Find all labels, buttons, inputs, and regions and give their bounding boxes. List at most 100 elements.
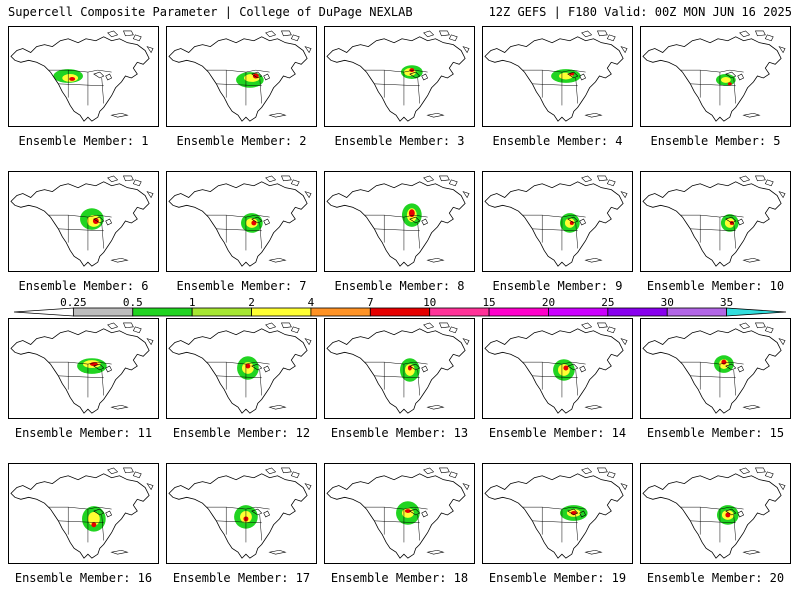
state-borders: [680, 214, 744, 251]
scp-contour: [727, 82, 732, 86]
colorbar-swatch: [369, 307, 431, 317]
map-canvas: [326, 175, 470, 267]
colorbar-swatch: [191, 307, 252, 317]
arctic-islands: [581, 322, 628, 410]
scp-contour: [409, 68, 415, 73]
scp-contour: [245, 363, 251, 369]
great-lakes: [93, 508, 113, 518]
scp-contour: [563, 365, 569, 371]
colorbar-swatch: [13, 307, 74, 317]
coastline: [326, 473, 466, 559]
map-canvas: [168, 30, 312, 122]
coastline: [326, 36, 466, 122]
ensemble-member-label: Ensemble Member: 2: [176, 134, 307, 148]
great-lakes: [725, 363, 745, 373]
arctic-islands: [581, 30, 628, 118]
ensemble-member-label: Ensemble Member: 13: [330, 426, 469, 440]
great-lakes: [725, 216, 745, 226]
ensemble-map-panel: [482, 26, 633, 127]
map-canvas: [642, 322, 786, 414]
state-borders: [206, 506, 270, 543]
coastline: [168, 181, 308, 267]
coastline: [326, 181, 466, 267]
map-canvas: [168, 175, 312, 267]
arctic-islands: [107, 467, 154, 555]
coastline: [326, 328, 466, 414]
arctic-islands: [107, 175, 154, 263]
arctic-islands: [581, 467, 628, 555]
scp-contour: [91, 522, 97, 528]
great-lakes: [409, 216, 429, 226]
arctic-islands: [423, 467, 470, 555]
ensemble-map-panel: [482, 171, 633, 272]
ensemble-map-panel: [482, 463, 633, 564]
colorbar-tick-label: 1: [188, 296, 196, 309]
state-borders: [48, 69, 112, 106]
coastline: [484, 473, 624, 559]
state-borders: [364, 69, 428, 106]
arctic-islands: [265, 322, 312, 410]
scp-contour: [252, 73, 259, 79]
map-canvas: [642, 175, 786, 267]
coastline: [10, 473, 150, 559]
colorbar-tick-label: 10: [423, 296, 437, 309]
arctic-islands: [107, 322, 154, 410]
ensemble-member-label: Ensemble Member: 19: [488, 571, 627, 585]
state-borders: [522, 506, 586, 543]
map-canvas: [326, 30, 470, 122]
state-borders: [522, 361, 586, 398]
colorbar-swatch: [429, 307, 490, 317]
great-lakes: [251, 363, 271, 373]
ensemble-member-label: Ensemble Member: 5: [650, 134, 781, 148]
great-lakes: [93, 216, 113, 226]
great-lakes: [93, 71, 113, 81]
colorbar-tick-label: 15: [482, 296, 496, 309]
arctic-islands: [107, 30, 154, 118]
ensemble-member-label: Ensemble Member: 3: [334, 134, 465, 148]
colorbar-swatch: [548, 307, 609, 317]
map-canvas: [484, 30, 628, 122]
great-lakes: [725, 508, 745, 518]
colorbar-tick-label: 35: [719, 296, 734, 309]
colorbar-tick-label: 7: [366, 296, 374, 309]
colorbar-swatch: [607, 307, 668, 317]
arctic-islands: [581, 175, 628, 263]
great-lakes: [409, 363, 429, 373]
ensemble-map-panel: [166, 463, 317, 564]
great-lakes: [409, 508, 429, 518]
coastline: [484, 181, 624, 267]
arctic-islands: [265, 30, 312, 118]
colorbar-swatch: [666, 307, 728, 317]
ensemble-map-panel: [482, 318, 633, 419]
great-lakes: [567, 71, 587, 81]
great-lakes: [251, 216, 271, 226]
ensemble-map-panel: [166, 171, 317, 272]
map-canvas: [326, 467, 470, 559]
state-borders: [522, 214, 586, 251]
ensemble-member-label: Ensemble Member: 18: [330, 571, 469, 585]
map-canvas: [484, 322, 628, 414]
ensemble-map-panel: [8, 318, 159, 419]
map-canvas: [10, 467, 154, 559]
ensemble-member-label: Ensemble Member: 4: [492, 134, 623, 148]
state-borders: [364, 361, 428, 398]
state-borders: [206, 361, 270, 398]
colorbar-swatch: [72, 307, 134, 317]
ensemble-member-label: Ensemble Member: 7: [176, 279, 307, 293]
arctic-islands: [739, 467, 786, 555]
scp-contour: [570, 511, 577, 515]
map-canvas: [642, 467, 786, 559]
colorbar-tick-label: 4: [307, 296, 315, 309]
map-canvas: [168, 322, 312, 414]
map-canvas: [484, 175, 628, 267]
state-borders: [522, 69, 586, 106]
coastline: [10, 181, 150, 267]
map-canvas: [326, 322, 470, 414]
scp-contour: [564, 218, 575, 228]
colorbar-swatch: [488, 307, 549, 317]
state-borders: [680, 361, 744, 398]
scp-contour: [558, 72, 573, 80]
ensemble-map-panel: [8, 463, 159, 564]
map-canvas: [642, 30, 786, 122]
scp-contour: [251, 220, 257, 226]
